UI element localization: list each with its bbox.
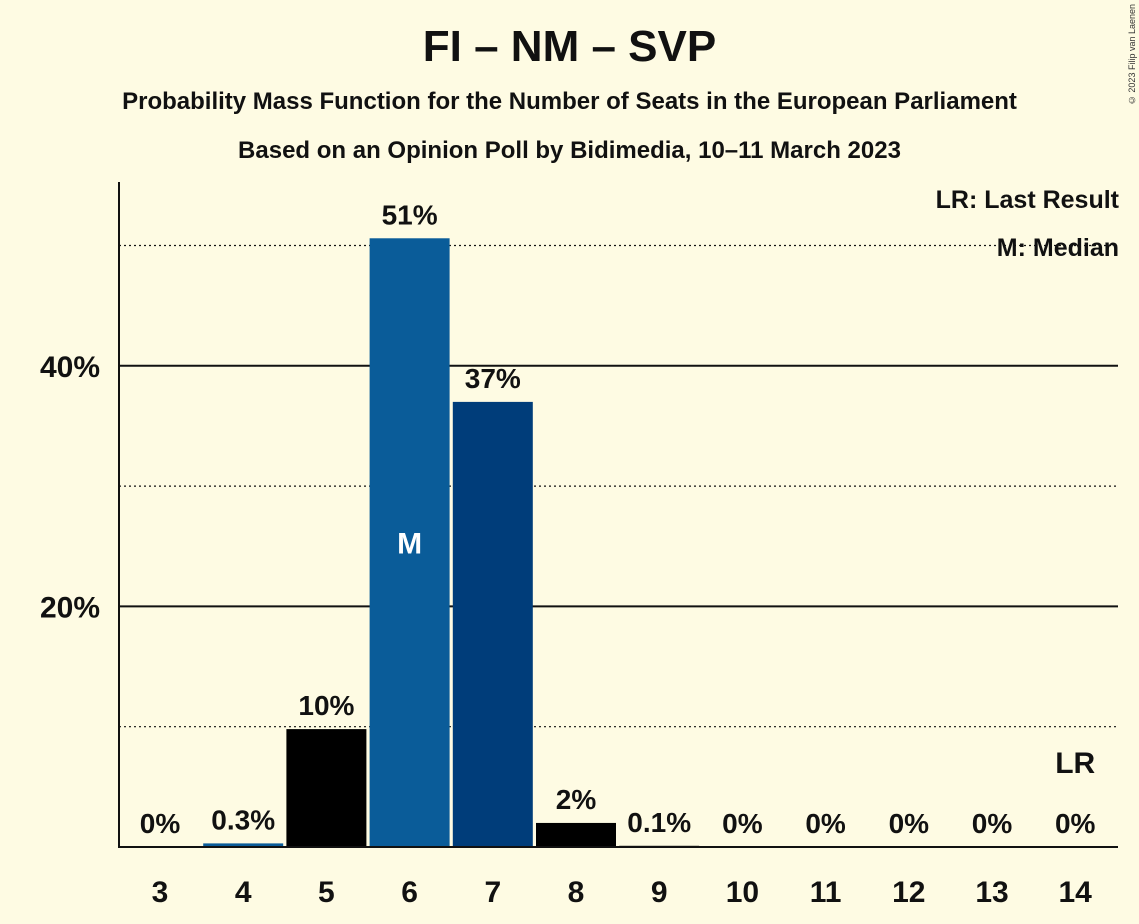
data-label-seat-9: 0.1% <box>627 807 691 838</box>
data-label-seat-6: 51% <box>382 199 438 230</box>
bar-seat-6 <box>369 238 450 848</box>
bar-seat-5 <box>286 729 367 847</box>
data-label-seat-13: 0% <box>972 808 1013 839</box>
data-label-seat-3: 0% <box>140 808 181 839</box>
data-label-seat-5: 10% <box>298 690 354 721</box>
data-label-seat-12: 0% <box>889 808 930 839</box>
bar-seat-8 <box>536 822 616 847</box>
last-result-marker: LR <box>1055 747 1095 780</box>
x-tick-label: 12 <box>892 876 925 909</box>
x-tick-label: 13 <box>975 876 1008 909</box>
data-label-seat-4: 0.3% <box>211 804 275 835</box>
data-label-seat-8: 2% <box>556 784 597 815</box>
legend-median: M: Median <box>996 234 1119 262</box>
bar-seat-7 <box>452 401 533 847</box>
data-label-seat-10: 0% <box>722 808 763 839</box>
x-tick-label: 5 <box>318 876 335 909</box>
y-tick-label: 20% <box>40 591 100 624</box>
chart-title: FI – NM – SVP <box>422 22 717 71</box>
x-tick-label: 4 <box>235 876 252 909</box>
x-tick-label: 11 <box>810 876 842 909</box>
x-tick-label: 14 <box>1059 876 1093 909</box>
chart-source: Based on an Opinion Poll by Bidimedia, 1… <box>238 137 901 164</box>
median-marker: M <box>397 528 422 561</box>
x-tick-label: 8 <box>568 876 585 909</box>
legend-last-result: LR: Last Result <box>935 186 1119 214</box>
x-tick-label: 3 <box>152 876 169 909</box>
x-tick-label: 7 <box>484 876 501 909</box>
bar-seat-4 <box>203 843 284 847</box>
gridlines <box>119 244 1118 728</box>
x-tick-label: 9 <box>651 876 668 909</box>
data-label-seat-7: 37% <box>465 363 521 394</box>
chart-subtitle: Probability Mass Function for the Number… <box>122 88 1017 115</box>
bars <box>203 238 700 848</box>
x-tick-label: 10 <box>726 876 759 909</box>
y-tick-label: 40% <box>40 351 100 384</box>
data-label-seat-14: 0% <box>1055 808 1096 839</box>
data-label-seat-11: 0% <box>805 808 846 839</box>
labels: 0% 3 0.3% 4 10% 5 51% 6 M 37% 7 2% 8 0.1% 9 0% 10 0% 11 0% 1… <box>40 199 1096 909</box>
axes <box>118 182 1118 848</box>
x-tick-label: 6 <box>401 876 418 909</box>
